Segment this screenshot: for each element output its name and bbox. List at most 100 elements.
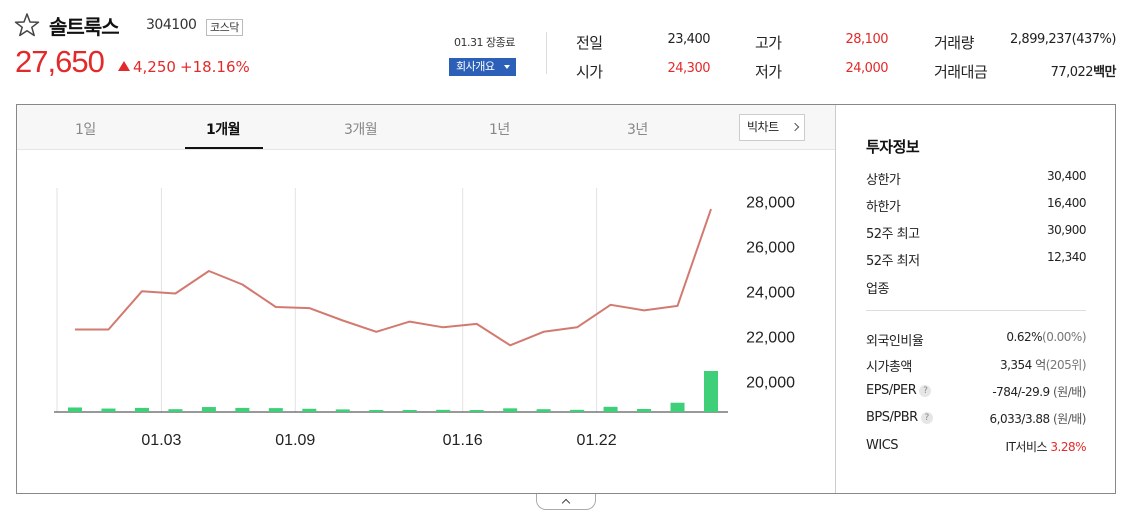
eps-per-row: EPS/PER? -784/-29.9 (원/배) bbox=[866, 383, 1087, 403]
trade-amount-unit: 백만 bbox=[1093, 65, 1116, 80]
wics-value: IT서비스 3.28% bbox=[1005, 438, 1087, 455]
tab-1day[interactable]: 1일 bbox=[75, 122, 96, 138]
y-tick-label: 22,000 bbox=[746, 329, 795, 346]
collapse-chart-button[interactable] bbox=[536, 494, 596, 510]
volume-bar bbox=[268, 408, 283, 412]
x-tick-label: 01.09 bbox=[275, 432, 315, 449]
market-cap-number: 3,354 bbox=[999, 358, 1032, 372]
favorite-star-icon[interactable] bbox=[14, 12, 40, 38]
y-tick-label: 28,000 bbox=[746, 194, 795, 211]
low-value: 24,000 bbox=[845, 61, 889, 76]
foreign-ratio-change: (0.00%) bbox=[1042, 330, 1086, 344]
header-divider bbox=[546, 32, 547, 74]
tab-1month[interactable]: 1개월 bbox=[206, 122, 241, 138]
volume-bar bbox=[235, 407, 250, 412]
period-tabs: 1일 1개월 3개월 1년 3년 빅차트 bbox=[17, 105, 835, 150]
volume-bar bbox=[503, 408, 518, 412]
chart-container: 1일 1개월 3개월 1년 3년 빅차트 28,000 26,000 24,000 2… bbox=[16, 104, 1116, 494]
volume-bar bbox=[436, 409, 451, 412]
sector-label: 업종 bbox=[866, 282, 889, 297]
volume-bar bbox=[168, 409, 183, 412]
volume-bar bbox=[302, 408, 317, 412]
market-close-label: 01.31 장종료 bbox=[454, 36, 515, 49]
bigchart-label: 빅차트 bbox=[747, 120, 779, 134]
bigchart-button[interactable]: 빅차트 bbox=[739, 114, 805, 141]
bps-pbr-number: 6,033/3.88 bbox=[989, 412, 1051, 426]
trade-amount-number: 77,022 bbox=[1050, 65, 1094, 80]
volume-bar bbox=[603, 406, 618, 412]
y-tick-label: 20,000 bbox=[746, 374, 795, 391]
low-label: 저가 bbox=[755, 63, 782, 81]
upper-limit-label: 상한가 bbox=[866, 173, 901, 188]
market-badge: 코스닥 bbox=[206, 19, 243, 36]
high-value: 28,100 bbox=[845, 32, 889, 47]
tab-1year[interactable]: 1년 bbox=[489, 122, 510, 138]
week52-high-label: 52주 최고 bbox=[866, 227, 920, 242]
volume-bar bbox=[469, 410, 484, 412]
volume-bar bbox=[101, 408, 116, 412]
volume-bar bbox=[134, 407, 149, 412]
x-tick-label: 01.16 bbox=[443, 432, 483, 449]
volume-bar bbox=[536, 409, 551, 412]
week52-low-label: 52주 최저 bbox=[866, 254, 920, 269]
help-icon[interactable]: ? bbox=[920, 412, 933, 424]
volume-bar bbox=[369, 410, 384, 412]
lower-limit-row: 하한가 16,400 bbox=[866, 196, 1087, 216]
current-price: 27,650 bbox=[15, 44, 105, 79]
price-chart: 28,000 26,000 24,000 22,000 20,000 01.03 01.09… bbox=[54, 188, 795, 449]
price-line bbox=[75, 208, 712, 347]
chevron-right-icon bbox=[790, 122, 800, 132]
volume-bar bbox=[670, 402, 685, 412]
wics-percent: 3.28% bbox=[1050, 440, 1086, 454]
eps-per-unit: (원/배) bbox=[1053, 385, 1087, 399]
trade-amount-label: 거래대금 bbox=[934, 63, 988, 81]
volume-bar bbox=[68, 407, 82, 412]
foreign-ratio-row: 외국인비율 0.62%(0.00%) bbox=[866, 330, 1086, 350]
eps-per-number: -784/-29.9 bbox=[992, 385, 1050, 399]
week52-high-value: 30,900 bbox=[1047, 223, 1087, 237]
sector-row: 업종 bbox=[866, 278, 1086, 298]
market-cap-rank: (205위) bbox=[1045, 358, 1087, 372]
price-change-value: 4,250 bbox=[133, 58, 176, 76]
bps-pbr-unit: (원/배) bbox=[1053, 412, 1087, 426]
tab-3months[interactable]: 3개월 bbox=[344, 122, 378, 138]
stock-code: 304100 bbox=[146, 17, 197, 33]
market-cap-unit: 억 bbox=[1035, 358, 1046, 372]
volume-value: 2,899,237(437%) bbox=[1010, 32, 1116, 47]
up-triangle-icon bbox=[118, 61, 130, 71]
bps-pbr-label: BPS/PBR bbox=[866, 410, 918, 425]
foreign-ratio-label: 외국인비율 bbox=[866, 334, 924, 349]
trade-amount-value: 77,022백만 bbox=[1000, 61, 1117, 80]
week52-low-row: 52주 최저 12,340 bbox=[866, 250, 1087, 270]
company-overview-label: 회사개요 bbox=[456, 60, 495, 73]
volume-bar bbox=[637, 408, 652, 412]
tab-3years[interactable]: 3년 bbox=[627, 122, 648, 138]
prev-close-label: 전일 bbox=[576, 34, 603, 52]
volume-bar bbox=[570, 409, 585, 412]
volume-bar bbox=[335, 409, 350, 412]
prev-close-value: 23,400 bbox=[667, 32, 711, 47]
y-tick-label: 24,000 bbox=[746, 284, 795, 301]
company-overview-button[interactable]: 회사개요 bbox=[449, 58, 516, 76]
lower-limit-value: 16,400 bbox=[1047, 196, 1087, 210]
high-label: 고가 bbox=[755, 34, 782, 52]
price-change-percent: +18.16% bbox=[180, 58, 250, 76]
foreign-ratio-value: 0.62%(0.00%) bbox=[1006, 330, 1086, 344]
upper-limit-value: 30,400 bbox=[1047, 169, 1087, 183]
wics-sector[interactable]: IT서비스 bbox=[1005, 440, 1048, 454]
foreign-ratio-number: 0.62% bbox=[1006, 330, 1043, 344]
volume-bar bbox=[402, 410, 417, 412]
upper-limit-row: 상한가 30,400 bbox=[866, 169, 1087, 189]
panel-divider bbox=[835, 105, 836, 493]
x-tick-label: 01.22 bbox=[577, 432, 617, 449]
bps-pbr-value: 6,033/3.88 (원/배) bbox=[989, 410, 1087, 427]
week52-low-value: 12,340 bbox=[1047, 250, 1087, 264]
open-value: 24,300 bbox=[667, 61, 711, 76]
volume-bar bbox=[201, 407, 216, 412]
bps-pbr-label-wrap: BPS/PBR? bbox=[866, 410, 933, 425]
help-icon[interactable]: ? bbox=[919, 385, 932, 397]
volume-label: 거래량 bbox=[934, 34, 974, 52]
market-cap-value: 3,354 억(205위) bbox=[999, 356, 1087, 373]
active-tab-indicator bbox=[185, 147, 263, 149]
x-tick-label: 01.03 bbox=[141, 432, 181, 449]
